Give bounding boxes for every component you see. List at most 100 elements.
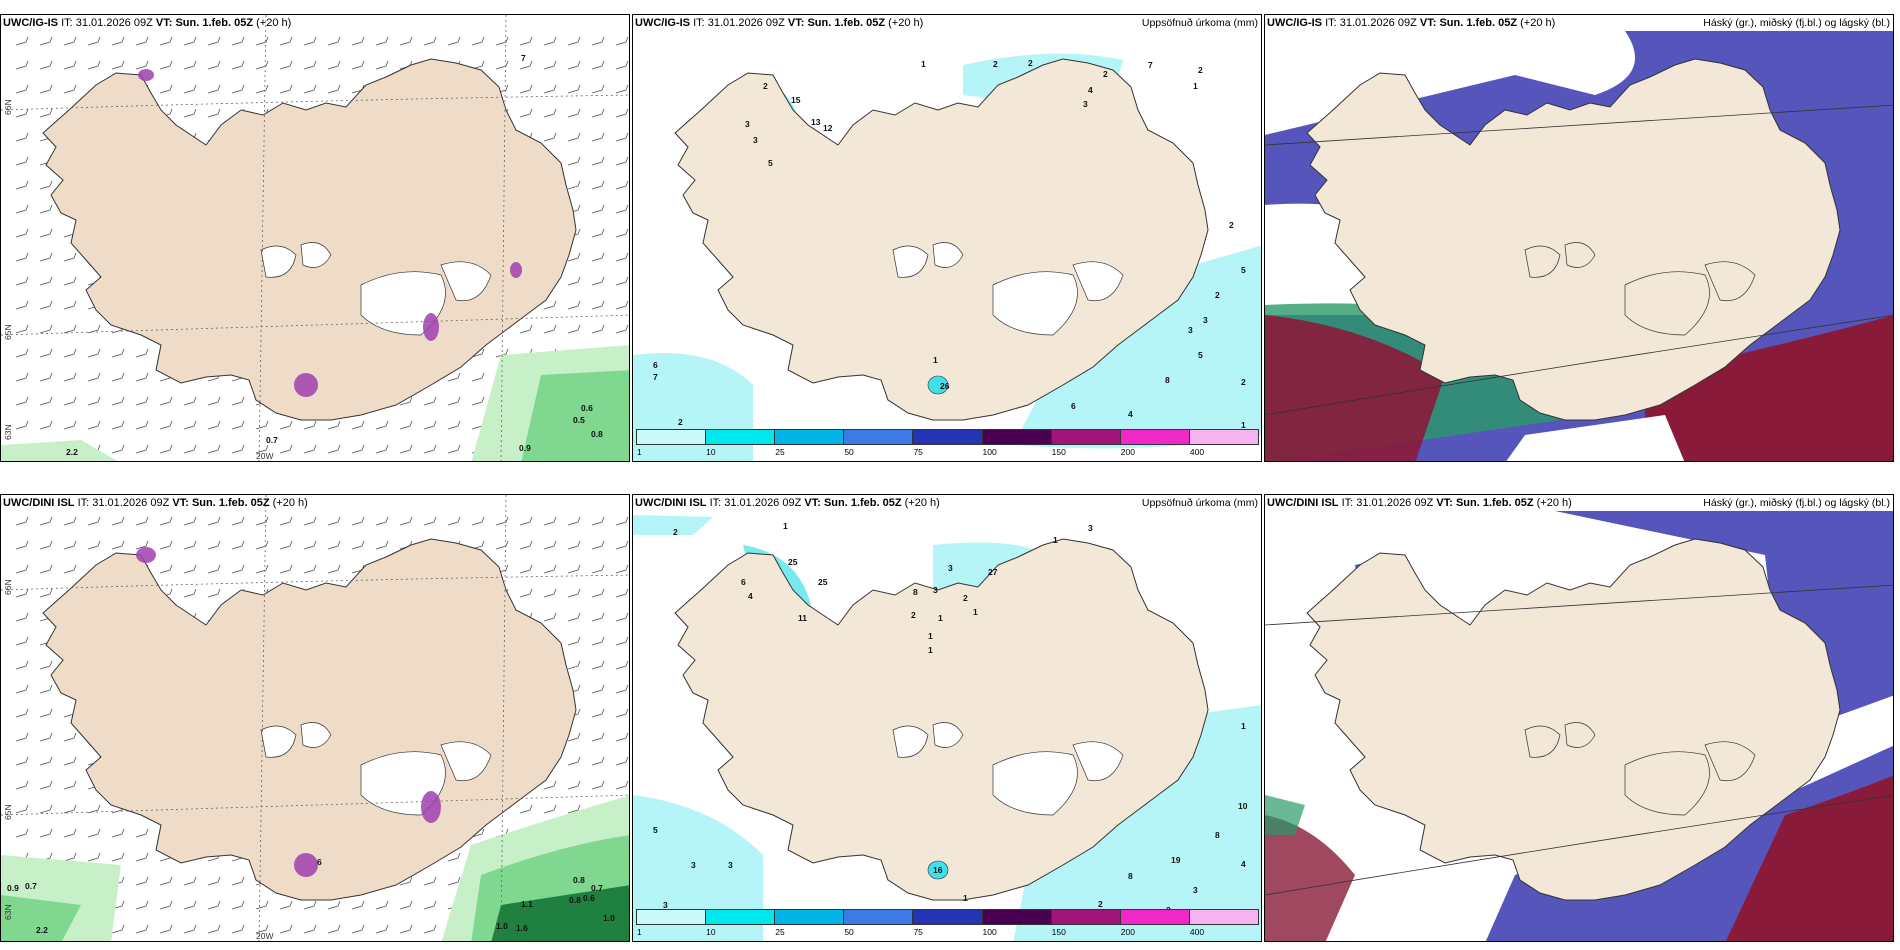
wind-barb xyxy=(543,612,557,622)
wind-barb xyxy=(207,588,221,598)
wind-barb xyxy=(327,924,341,934)
wind-barb xyxy=(591,156,605,166)
wind-barb xyxy=(39,204,53,214)
wind-barb xyxy=(159,516,173,526)
value-label: 0.8 xyxy=(591,429,603,439)
wind-barb xyxy=(63,84,77,94)
wind-barb xyxy=(207,108,221,118)
wind-barb xyxy=(375,60,389,70)
wind-barb xyxy=(591,540,605,550)
wind-barb xyxy=(279,60,293,70)
map-title: Háský (gr.), miðský (fj.bl.) og lágský (… xyxy=(1703,17,1890,29)
wind-barb xyxy=(183,924,197,934)
wind-barb xyxy=(303,564,317,574)
wind-barb xyxy=(567,324,581,334)
wind-barb xyxy=(183,36,197,46)
value-label: 7 xyxy=(653,372,658,382)
iceland-land xyxy=(42,58,577,421)
map-title: Háský (gr.), miðský (fj.bl.) og lágský (… xyxy=(1703,497,1890,509)
wind-barb xyxy=(255,444,269,454)
wind-barb xyxy=(615,708,629,718)
wind-barb xyxy=(63,372,77,382)
wind-barb xyxy=(615,300,629,310)
wind-barb xyxy=(63,732,77,742)
wind-barb xyxy=(63,300,77,310)
it-label: IT: xyxy=(1325,17,1337,29)
wind-barb xyxy=(207,900,221,910)
value-label: 3 xyxy=(1203,315,1208,325)
value-label: 2 xyxy=(763,81,768,91)
wind-barb xyxy=(159,84,173,94)
wind-barb xyxy=(15,708,29,718)
wind-barb xyxy=(231,36,245,46)
colorbar-tick-label: 75 xyxy=(913,447,923,457)
wind-barb xyxy=(327,900,341,910)
wind-barb xyxy=(591,84,605,94)
wind-barb xyxy=(591,60,605,70)
value-label: 2.2 xyxy=(66,447,78,457)
value-label: 1 xyxy=(1241,721,1246,731)
wind-barb xyxy=(87,540,101,550)
wind-barb xyxy=(183,540,197,550)
value-label: 6 xyxy=(741,577,746,587)
wind-barb xyxy=(495,516,509,526)
lat-label: 66N xyxy=(3,99,13,115)
wind-barb xyxy=(15,420,29,430)
colorbar-swatch xyxy=(1188,429,1259,445)
wind-barb xyxy=(615,636,629,646)
value-label: 2.2 xyxy=(36,925,48,935)
value-label: 19 xyxy=(1171,855,1181,865)
wind-barb xyxy=(543,84,557,94)
value-label: 0.7 xyxy=(591,883,603,893)
value-label: 1 xyxy=(933,355,938,365)
wind-barb xyxy=(39,108,53,118)
wind-barb xyxy=(39,804,53,814)
lat-label: 65N xyxy=(3,324,13,340)
colorbar-tick-label: 400 xyxy=(1189,927,1205,937)
wind-barb xyxy=(351,60,365,70)
wind-barb xyxy=(159,420,173,430)
wind-barb xyxy=(591,732,605,742)
wind-barb xyxy=(591,684,605,694)
glacier-outline xyxy=(1624,271,1710,336)
wind-barb xyxy=(567,180,581,190)
wind-barb xyxy=(543,324,557,334)
wind-barb xyxy=(495,36,509,46)
wind-barb xyxy=(15,132,29,142)
value-label: 0.6 xyxy=(581,403,593,413)
wind-barb xyxy=(591,252,605,262)
model-label: UWC/DINI ISL xyxy=(1267,497,1339,509)
wind-barb xyxy=(567,36,581,46)
wind-barb xyxy=(567,252,581,262)
wind-barb xyxy=(159,876,173,886)
wind-barb xyxy=(615,132,629,142)
wind-barb xyxy=(591,300,605,310)
wind-barb xyxy=(615,612,629,622)
wind-barb xyxy=(111,924,125,934)
it-label: IT: xyxy=(77,497,90,509)
wind-barb xyxy=(327,84,341,94)
wind-barb xyxy=(135,444,149,454)
wind-barb xyxy=(63,324,77,334)
wind-barb xyxy=(159,444,173,454)
wind-barb xyxy=(39,60,53,70)
colorbar-tick-label: 1 xyxy=(637,447,642,457)
wind-barb xyxy=(447,852,461,862)
wind-barb xyxy=(471,36,485,46)
wind-barb xyxy=(207,36,221,46)
value-label: 3 xyxy=(948,563,953,573)
wind-barb xyxy=(471,828,485,838)
wind-barb xyxy=(327,420,341,430)
wind-barb xyxy=(87,516,101,526)
wind-barb xyxy=(615,156,629,166)
colorbar-tick-label: 200 xyxy=(1120,447,1135,457)
wind-barb xyxy=(399,36,413,46)
lead-time: (+20 h) xyxy=(904,497,940,509)
wind-barb xyxy=(543,36,557,46)
wind-barb xyxy=(135,396,149,406)
wind-barb xyxy=(399,924,413,934)
wind-barb xyxy=(15,588,29,598)
wind-barb xyxy=(615,660,629,670)
colorbar-tick-label: 10 xyxy=(706,447,716,457)
wind-barb xyxy=(615,588,629,598)
